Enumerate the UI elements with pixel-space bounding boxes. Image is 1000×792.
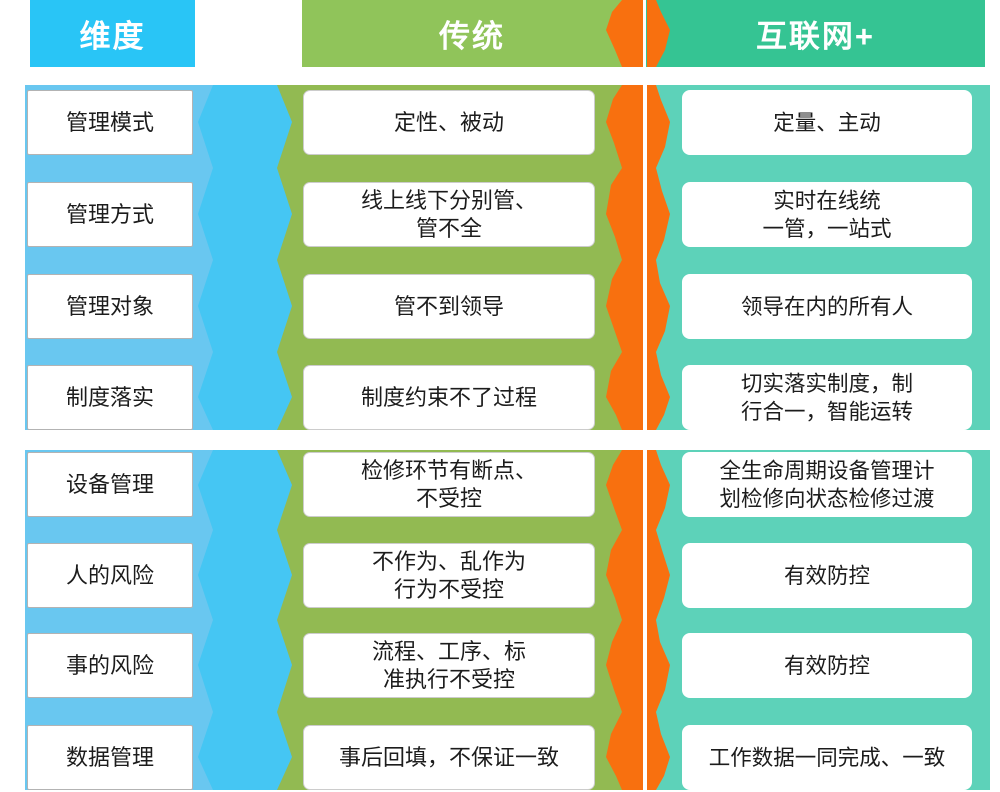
orange-divider-left <box>606 85 643 430</box>
internet-cell: 实时在线统 一管，一站式 <box>682 182 972 247</box>
traditional-cell: 定性、被动 <box>303 90 595 155</box>
blue-arrow-band <box>198 450 292 790</box>
orange-divider-header <box>606 0 670 67</box>
traditional-cell: 制度约束不了过程 <box>303 365 595 430</box>
dimension-cell: 数据管理 <box>27 725 193 790</box>
orange-divider-right <box>647 85 670 430</box>
olive-panel <box>277 85 641 430</box>
dimension-cell: 设备管理 <box>27 452 193 517</box>
internet-cell: 有效防控 <box>682 633 972 698</box>
internet-cell: 有效防控 <box>682 543 972 608</box>
dimension-cell: 管理模式 <box>27 90 193 155</box>
orange-divider-right <box>647 450 670 790</box>
internet-cell: 定量、主动 <box>682 90 972 155</box>
olive-panel <box>277 450 641 790</box>
internet-cell: 领导在内的所有人 <box>682 274 972 339</box>
dimension-cell: 制度落实 <box>27 365 193 430</box>
dimension-cell: 管理方式 <box>27 182 193 247</box>
internet-cell: 全生命周期设备管理计 划检修向状态检修过渡 <box>682 452 972 517</box>
dimension-cell: 事的风险 <box>27 633 193 698</box>
dimension-cell: 人的风险 <box>27 543 193 608</box>
internet-cell: 切实落实制度，制 行合一，智能运转 <box>682 365 972 430</box>
header-dimension: 维度 <box>30 0 195 67</box>
header-internet: 互联网+ <box>646 0 985 67</box>
orange-divider-left <box>606 450 643 790</box>
blue-arrow-band <box>198 85 292 430</box>
traditional-cell: 流程、工序、标 准执行不受控 <box>303 633 595 698</box>
traditional-cell: 管不到领导 <box>303 274 595 339</box>
dimension-cell: 管理对象 <box>27 274 193 339</box>
header-traditional: 传统 <box>302 0 642 67</box>
traditional-cell: 不作为、乱作为 行为不受控 <box>303 543 595 608</box>
internet-cell: 工作数据一同完成、一致 <box>682 725 972 790</box>
traditional-cell: 线上线下分别管、 管不全 <box>303 182 595 247</box>
traditional-cell: 检修环节有断点、 不受控 <box>303 452 595 517</box>
traditional-cell: 事后回填，不保证一致 <box>303 725 595 790</box>
